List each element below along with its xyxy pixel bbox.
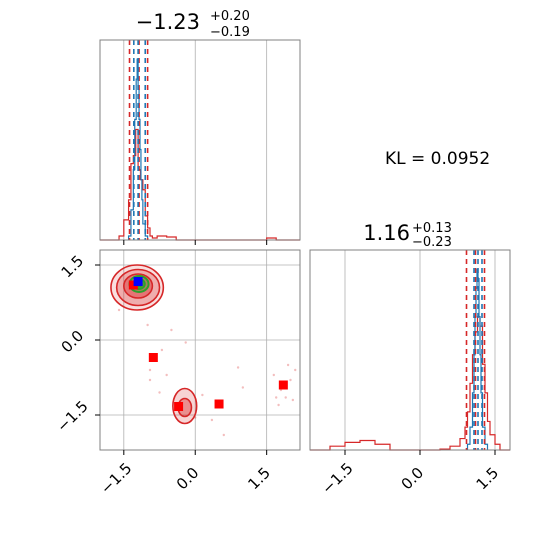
hist2-x-tick-label: −1.5 — [318, 459, 356, 497]
joint-x-tick-label: 0.0 — [173, 464, 203, 494]
joint-scatter-point — [291, 398, 295, 402]
joint-scatter-point — [241, 386, 245, 389]
joint-frame — [99, 249, 301, 451]
joint-scatter-point — [148, 378, 152, 382]
joint-y-tick-label: 1.5 — [58, 252, 88, 282]
param1-title-value: −1.23 — [136, 10, 200, 34]
joint-scatter-point — [148, 368, 152, 372]
param1-title-upper: +0.20 — [210, 9, 250, 24]
param2-title-lower: −0.23 — [412, 235, 452, 250]
param2-title-value: 1.16 — [363, 221, 410, 245]
joint-scatter-point — [201, 393, 204, 397]
joint-scatter-point — [117, 308, 121, 312]
joint-scatter-point — [284, 396, 287, 399]
joint-y-tick-label: −1.5 — [53, 397, 91, 435]
joint-scatter-point — [289, 378, 292, 382]
hist-param1-panel — [99, 39, 301, 241]
hist2-frame — [309, 249, 511, 451]
joint-y-tick-label: 0.0 — [58, 327, 88, 357]
joint-red-contour-secondary — [172, 387, 198, 425]
joint-scatter-point — [210, 418, 214, 422]
joint-scatter-point — [170, 328, 173, 332]
joint-x-tick-label: 1.5 — [244, 464, 274, 494]
hist-param2-panel — [309, 249, 511, 451]
joint-blue-marker — [133, 277, 143, 286]
joint-scatter-point — [165, 373, 168, 377]
hist2-x-tick-label: 1.5 — [473, 464, 503, 494]
hist2-x-tick-label: 0.0 — [398, 464, 428, 494]
joint-scatter-point — [294, 368, 297, 372]
param1-title-lower: −0.19 — [210, 25, 250, 40]
joint-red-marker — [278, 380, 288, 390]
hist1-frame — [99, 39, 301, 241]
joint-panel — [99, 249, 301, 451]
joint-scatter-point — [236, 366, 240, 369]
joint-red-marker — [128, 280, 138, 290]
joint-scatter-point — [272, 373, 276, 377]
kl-label: KL = 0.0952 — [385, 149, 490, 169]
joint-scatter-point — [274, 396, 278, 399]
joint-scatter-point — [184, 341, 187, 344]
joint-red-marker — [148, 353, 158, 362]
param2-title-upper: +0.13 — [412, 221, 452, 236]
joint-x-tick-label: −1.5 — [97, 459, 135, 497]
joint-scatter-point — [146, 323, 149, 327]
joint-scatter-point — [160, 348, 164, 352]
joint-scatter-point — [286, 363, 290, 367]
joint-scatter-point — [158, 391, 161, 394]
joint-red-marker — [174, 402, 184, 411]
hist2-red-series — [310, 316, 510, 451]
joint-red-marker — [214, 399, 224, 409]
joint-scatter-point — [222, 433, 226, 437]
hist1-red-series — [100, 128, 300, 241]
joint-scatter-point — [277, 403, 280, 407]
